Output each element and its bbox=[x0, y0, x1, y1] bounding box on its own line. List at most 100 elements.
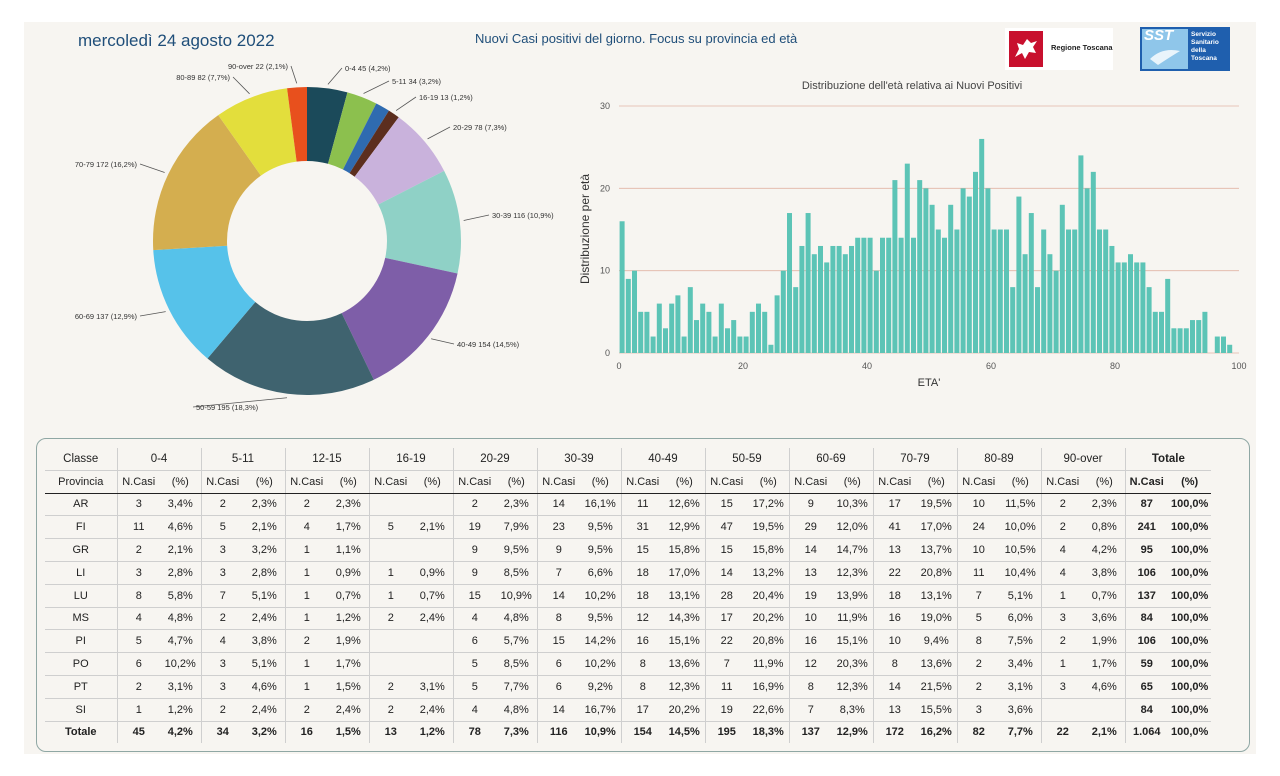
cell-pct: 13,1% bbox=[664, 584, 705, 608]
cell-pct: 2,4% bbox=[328, 698, 369, 722]
hist-bar bbox=[712, 336, 718, 353]
cell-ncasi bbox=[368, 652, 412, 676]
cell-pct: 10,2% bbox=[580, 584, 621, 608]
cell-pct: 1,1% bbox=[328, 538, 369, 562]
subheader-ncasi: N.Casi bbox=[788, 470, 832, 494]
hist-bar bbox=[985, 188, 991, 353]
cell-ncasi: 2 bbox=[1040, 515, 1084, 540]
hist-bar bbox=[768, 344, 774, 353]
cell-ncasi: 31 bbox=[620, 515, 664, 540]
hist-bar bbox=[1109, 245, 1115, 353]
hist-bar bbox=[1121, 262, 1127, 353]
hist-bar bbox=[787, 213, 792, 353]
pie-slice-16-19 bbox=[349, 110, 399, 177]
cell-pct: 7,7% bbox=[496, 675, 537, 699]
cell-pct: 1,2% bbox=[160, 698, 201, 722]
cell-pct: 8,3% bbox=[832, 698, 873, 722]
hist-bar bbox=[1128, 254, 1133, 353]
hist-bar bbox=[1115, 262, 1121, 353]
cell-ncasi: 3 bbox=[956, 698, 1000, 722]
hist-bar bbox=[1035, 287, 1040, 353]
pie-label-0-4: 0-4 45 (4,2%) bbox=[345, 64, 391, 73]
cell-pct: 11,5% bbox=[1000, 493, 1041, 517]
cell-ncasi: 2 bbox=[200, 493, 244, 517]
cell-pct: 7,9% bbox=[496, 515, 537, 540]
row-label: AR bbox=[45, 493, 117, 517]
cell-ncasi: 15 bbox=[536, 629, 580, 654]
table-row: PO 6 10,2% 3 5,1% 1 1,7% 5 8,5% 6 10,2% 8 13,6% 7 11,9… bbox=[45, 652, 1212, 676]
hist-bar bbox=[886, 237, 892, 353]
cell-pct: 17,0% bbox=[664, 561, 705, 585]
cell-ncasi: 8 bbox=[872, 652, 916, 676]
hist-bar bbox=[935, 229, 941, 353]
cell-pct: 9,5% bbox=[580, 538, 621, 562]
cell-pct: 2,8% bbox=[160, 561, 201, 585]
cell-pct: 13,6% bbox=[664, 652, 705, 676]
hist-bar bbox=[650, 336, 656, 353]
cell-pct: 20,2% bbox=[664, 698, 705, 722]
cell-pct: 3,1% bbox=[412, 675, 453, 699]
hist-bar bbox=[1221, 336, 1226, 353]
cell-pct: 0,7% bbox=[1084, 584, 1125, 608]
cell-pct: 100,0% bbox=[1168, 698, 1212, 722]
cell-pct: 12,9% bbox=[832, 720, 873, 744]
cell-ncasi: 1 bbox=[368, 561, 412, 585]
cell-pct: 2,8% bbox=[244, 561, 285, 585]
cell-pct: 3,1% bbox=[160, 675, 201, 699]
cell-ncasi: 5 bbox=[368, 515, 412, 540]
pie-slice-80-89 bbox=[218, 88, 297, 176]
cell-pct: 2,1% bbox=[1084, 720, 1125, 744]
cell-ncasi: 10 bbox=[872, 629, 916, 654]
hist-bar bbox=[1010, 287, 1016, 353]
cell-ncasi: 14 bbox=[536, 584, 580, 608]
cell-pct: 3,6% bbox=[1084, 607, 1125, 631]
group-header: Totale bbox=[1124, 448, 1212, 471]
cell-pct: 6,0% bbox=[1000, 607, 1041, 631]
cell-pct: 1,9% bbox=[1084, 629, 1125, 654]
cell-ncasi: 18 bbox=[872, 584, 916, 608]
hist-bar bbox=[948, 204, 954, 353]
pie-leader-line bbox=[427, 126, 451, 140]
cell-pct: 12,3% bbox=[832, 561, 873, 585]
hist-bar bbox=[954, 229, 960, 353]
cell-ncasi: 1 bbox=[284, 561, 328, 585]
cell-ncasi: 2 bbox=[116, 538, 160, 562]
subheader-pct: (%) bbox=[1084, 470, 1125, 494]
row-label: Totale bbox=[45, 720, 117, 744]
cell-pct: 12,3% bbox=[832, 675, 873, 699]
pie-leader-line bbox=[395, 96, 417, 111]
cell-pct: 2,4% bbox=[412, 698, 453, 722]
subheader-pct: (%) bbox=[1168, 470, 1212, 494]
cell-pct: 10,9% bbox=[496, 584, 537, 608]
group-header: 20-29 bbox=[452, 448, 537, 471]
hist-bar bbox=[867, 237, 873, 353]
cell-ncasi: 8 bbox=[620, 675, 664, 699]
table-row: SI 1 1,2% 2 2,4% 2 2,4% 2 2,4% 4 4,8% 14 16,7% 17 20,2… bbox=[45, 698, 1212, 722]
cell-ncasi: 6 bbox=[536, 675, 580, 699]
cell-pct: 14,7% bbox=[832, 538, 873, 562]
cell-ncasi: 9 bbox=[452, 561, 496, 585]
hist-bar bbox=[1159, 311, 1164, 353]
hist-bar bbox=[656, 303, 662, 353]
hist-bar bbox=[979, 138, 985, 353]
cell-ncasi: 116 bbox=[536, 720, 580, 744]
cell-pct: 5,1% bbox=[1000, 584, 1041, 608]
cell-pct: 15,1% bbox=[832, 629, 873, 654]
cell-pct: 13,6% bbox=[916, 652, 957, 676]
hist-bar bbox=[960, 188, 966, 353]
cell-ncasi: 1 bbox=[284, 607, 328, 631]
hist-bar bbox=[619, 221, 625, 353]
hist-bar bbox=[929, 204, 935, 353]
pie-label-16-19: 16-19 13 (1,2%) bbox=[419, 93, 473, 102]
hist-bar bbox=[904, 163, 910, 353]
cell-pct: 100,0% bbox=[1168, 538, 1212, 562]
cell-ncasi: 10 bbox=[956, 538, 1000, 562]
cell-pct: 7,5% bbox=[1000, 629, 1041, 654]
cell-pct: 100,0% bbox=[1168, 493, 1212, 517]
cell-pct: 4,8% bbox=[160, 607, 201, 631]
hist-bar bbox=[1190, 320, 1195, 353]
hist-bar bbox=[774, 295, 780, 353]
hist-bar bbox=[694, 320, 699, 353]
cell-ncasi: 59 bbox=[1124, 652, 1168, 676]
subheader-pct: (%) bbox=[748, 470, 789, 494]
